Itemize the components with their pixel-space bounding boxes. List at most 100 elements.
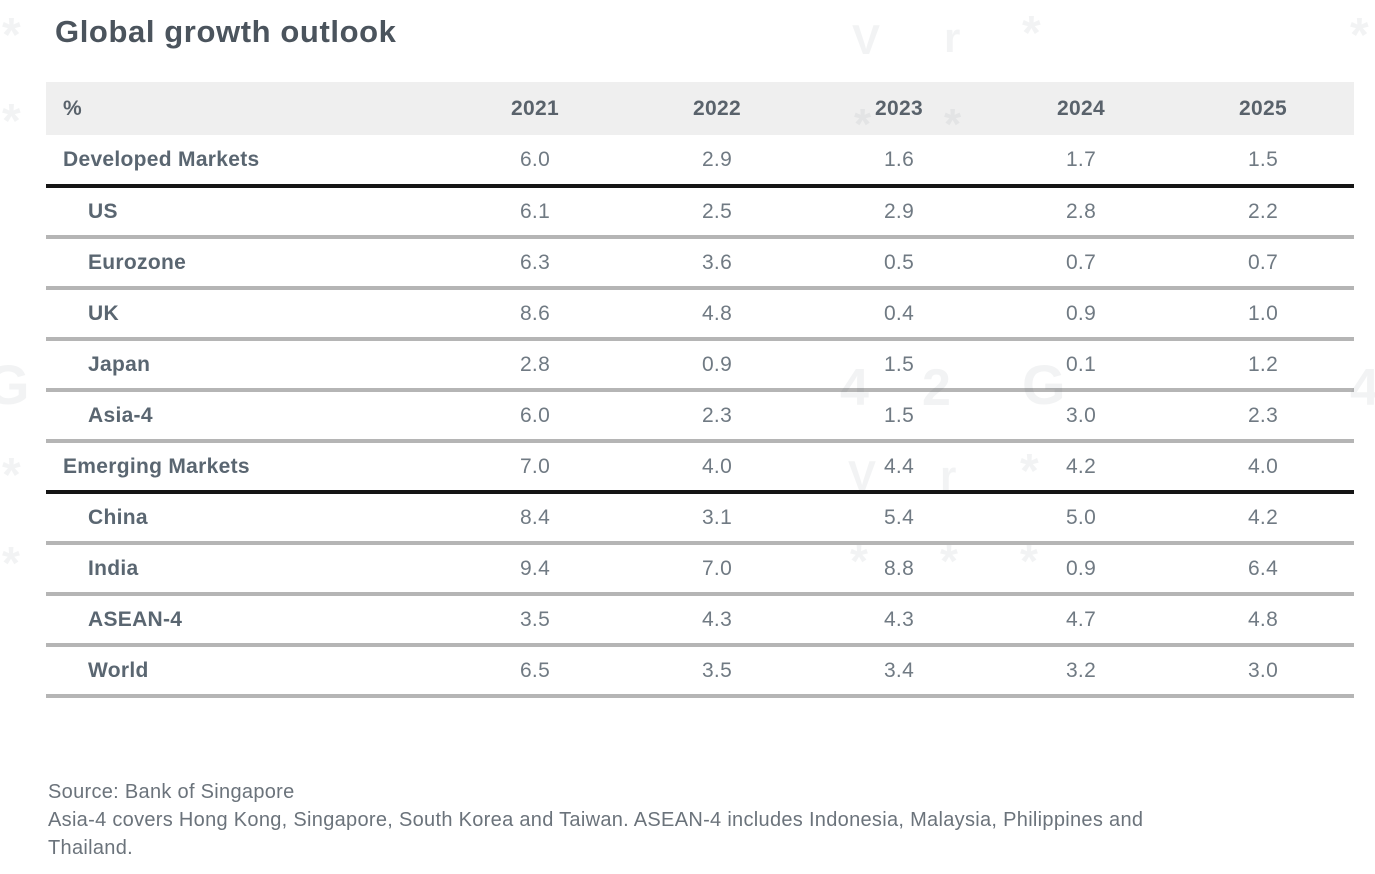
cell-value: 2.5 bbox=[701, 199, 733, 223]
cell-value: 1.6 bbox=[883, 147, 915, 171]
cell-value: 6.0 bbox=[519, 147, 551, 171]
row-label: UK bbox=[88, 301, 119, 325]
cell-value: 6.4 bbox=[1247, 556, 1279, 580]
watermark-glyph: * bbox=[1350, 9, 1369, 62]
cell-value: 4.7 bbox=[1065, 607, 1097, 631]
cell-value: 7.0 bbox=[701, 556, 733, 580]
row-label: Emerging Markets bbox=[63, 454, 250, 478]
year-header-2024: 2024 bbox=[990, 82, 1172, 135]
cell-value: 4.4 bbox=[883, 454, 915, 478]
unit-header-cell: % bbox=[46, 82, 444, 135]
cell-value: 3.4 bbox=[883, 658, 915, 682]
cell-value: 0.5 bbox=[883, 250, 915, 274]
year-header-2021: 2021 bbox=[444, 82, 626, 135]
cell-value: 0.9 bbox=[1065, 556, 1097, 580]
table-row-asia-4: Asia-4 6.0 2.3 1.5 3.0 2.3 bbox=[46, 390, 1354, 441]
cell-value: 4.3 bbox=[883, 607, 915, 631]
table-row-emerging-markets: Emerging Markets 7.0 4.0 4.4 4.2 4.0 bbox=[46, 441, 1354, 492]
cell-value: 4.2 bbox=[1065, 454, 1097, 478]
row-label: Eurozone bbox=[88, 250, 187, 274]
year-header-2022: 2022 bbox=[626, 82, 808, 135]
cell-value: 6.3 bbox=[519, 250, 551, 274]
table-row-japan: Japan 2.8 0.9 1.5 0.1 1.2 bbox=[46, 339, 1354, 390]
row-label: Asia-4 bbox=[88, 403, 153, 427]
row-label: ASEAN-4 bbox=[88, 607, 183, 631]
cell-value: 6.0 bbox=[519, 403, 551, 427]
cell-value: 8.8 bbox=[883, 556, 915, 580]
row-label: US bbox=[88, 199, 118, 223]
row-label: China bbox=[88, 505, 148, 529]
cell-value: 4.8 bbox=[701, 301, 733, 325]
watermark-glyph: * bbox=[2, 9, 21, 62]
cell-value: 1.0 bbox=[1247, 301, 1279, 325]
cell-value: 3.1 bbox=[701, 505, 733, 529]
watermark-glyph: * bbox=[2, 537, 20, 589]
table-row-developed-markets: Developed Markets 6.0 2.9 1.6 1.7 1.5 bbox=[46, 135, 1354, 186]
cell-value: 0.4 bbox=[883, 301, 915, 325]
cell-value: 2.8 bbox=[519, 352, 551, 376]
cell-value: 8.4 bbox=[519, 505, 551, 529]
watermark-glyph: * bbox=[2, 95, 21, 148]
cell-value: 1.2 bbox=[1247, 352, 1279, 376]
row-label: Japan bbox=[88, 352, 151, 376]
cell-value: 5.4 bbox=[883, 505, 915, 529]
cell-value: 4.0 bbox=[1247, 454, 1279, 478]
watermark-glyph: V bbox=[852, 16, 881, 63]
row-label: World bbox=[88, 658, 149, 682]
row-label: Developed Markets bbox=[63, 147, 260, 171]
cell-value: 4.0 bbox=[701, 454, 733, 478]
watermark-glyph: r bbox=[944, 14, 961, 61]
cell-value: 2.2 bbox=[1247, 199, 1279, 223]
cell-value: 2.8 bbox=[1065, 199, 1097, 223]
year-header-2025: 2025 bbox=[1172, 82, 1354, 135]
source-line: Source: Bank of Singapore bbox=[48, 781, 295, 803]
table-row-india: India 9.4 7.0 8.8 0.9 6.4 bbox=[46, 543, 1354, 594]
cell-value: 9.4 bbox=[519, 556, 551, 580]
cell-value: 1.5 bbox=[883, 403, 915, 427]
cell-value: 4.8 bbox=[1247, 607, 1279, 631]
cell-value: 3.0 bbox=[1065, 403, 1097, 427]
cell-value: 3.5 bbox=[701, 658, 733, 682]
watermark-glyph: G bbox=[0, 353, 30, 416]
watermark-glyph: * bbox=[2, 449, 21, 502]
year-header-2023: 2023 bbox=[808, 82, 990, 135]
table-row-china: China 8.4 3.1 5.4 5.0 4.2 bbox=[46, 492, 1354, 543]
cell-value: 0.7 bbox=[1065, 250, 1097, 274]
cell-value: 8.6 bbox=[519, 301, 551, 325]
page-title: Global growth outlook bbox=[55, 14, 397, 49]
cell-value: 1.5 bbox=[1247, 147, 1279, 171]
cell-value: 2.3 bbox=[1247, 403, 1279, 427]
cell-value: 2.9 bbox=[701, 147, 733, 171]
cell-value: 4.3 bbox=[701, 607, 733, 631]
footer-notes: Source: Bank of Singapore Asia-4 covers … bbox=[48, 778, 1198, 862]
table-row-us: US 6.1 2.5 2.9 2.8 2.2 bbox=[46, 186, 1354, 237]
cell-value: 6.5 bbox=[519, 658, 551, 682]
cell-value: 3.6 bbox=[701, 250, 733, 274]
watermark-glyph: * bbox=[1022, 7, 1041, 60]
cell-value: 6.1 bbox=[519, 199, 551, 223]
cell-value: 3.0 bbox=[1247, 658, 1279, 682]
cell-value: 3.2 bbox=[1065, 658, 1097, 682]
header-row: % 2021 2022 2023 2024 2025 bbox=[46, 82, 1354, 135]
table-row-eurozone: Eurozone 6.3 3.6 0.5 0.7 0.7 bbox=[46, 237, 1354, 288]
definitions-note: Asia-4 covers Hong Kong, Singapore, Sout… bbox=[48, 809, 1144, 859]
cell-value: 0.7 bbox=[1247, 250, 1279, 274]
table-row-asean-4: ASEAN-4 3.5 4.3 4.3 4.7 4.8 bbox=[46, 594, 1354, 645]
cell-value: 1.7 bbox=[1065, 147, 1097, 171]
growth-outlook-table: % 2021 2022 2023 2024 2025 Developed Mar… bbox=[46, 82, 1354, 698]
cell-value: 4.2 bbox=[1247, 505, 1279, 529]
cell-value: 2.9 bbox=[883, 199, 915, 223]
table-row-uk: UK 8.6 4.8 0.4 0.9 1.0 bbox=[46, 288, 1354, 339]
table-header: % 2021 2022 2023 2024 2025 bbox=[46, 82, 1354, 135]
cell-value: 0.9 bbox=[1065, 301, 1097, 325]
cell-value: 3.5 bbox=[519, 607, 551, 631]
cell-value: 5.0 bbox=[1065, 505, 1097, 529]
cell-value: 2.3 bbox=[701, 403, 733, 427]
cell-value: 1.5 bbox=[883, 352, 915, 376]
cell-value: 7.0 bbox=[519, 454, 551, 478]
cell-value: 0.1 bbox=[1065, 352, 1097, 376]
row-label: India bbox=[88, 556, 139, 580]
cell-value: 0.9 bbox=[701, 352, 733, 376]
table-row-world: World 6.5 3.5 3.4 3.2 3.0 bbox=[46, 645, 1354, 696]
